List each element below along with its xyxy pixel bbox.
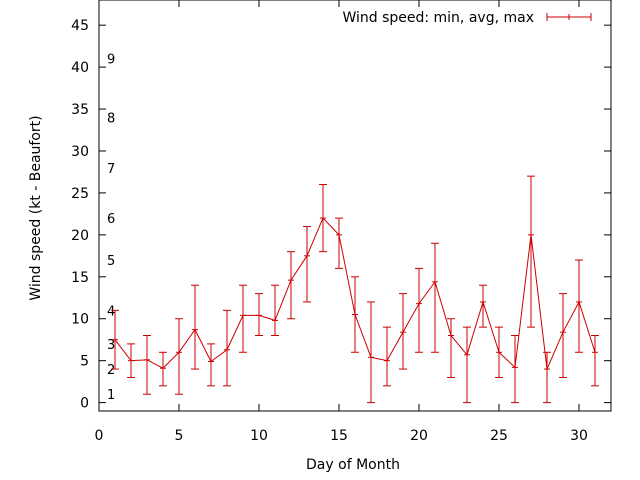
legend: Wind speed: min, avg, max (342, 10, 592, 26)
y-axis-label: Wind speed (kt - Beaufort) (28, 115, 44, 300)
avg-point-day-16 (352, 311, 358, 318)
error-bar-day-11 (271, 284, 279, 337)
avg-point-day-14 (320, 215, 326, 222)
avg-point-day-24 (480, 298, 486, 305)
avg-point-day-10 (256, 312, 262, 319)
error-bar-day-17 (367, 301, 375, 404)
error-bar-day-23 (463, 326, 471, 404)
y-tick-label-35: 35 (71, 102, 89, 118)
beaufort-scale: 1 2 3 4 5 6 7 8 9 (107, 53, 115, 404)
avg-point-day-4 (160, 365, 166, 372)
avg-point-day-7 (208, 358, 214, 365)
beaufort-label-4: 4 (107, 304, 115, 319)
error-bar-day-24 (479, 284, 487, 328)
avg-point-day-25 (496, 349, 502, 356)
beaufort-label-7: 7 (107, 162, 115, 177)
avg-point-day-31 (592, 349, 598, 356)
avg-point-day-28 (544, 366, 550, 373)
error-bar-day-29 (559, 293, 567, 378)
error-bar-day-21 (431, 242, 439, 353)
error-bar-day-30 (575, 259, 583, 353)
beaufort-label-3: 3 (107, 338, 115, 353)
x-tick-label-10: 10 (250, 428, 268, 444)
avg-point-day-8 (224, 346, 230, 353)
y-tick-label-5: 5 (80, 354, 89, 370)
error-bar-day-27 (527, 175, 535, 328)
error-bar-day-31 (591, 335, 599, 387)
x-tick-label-0: 0 (95, 428, 104, 444)
x-tick-label-5: 5 (175, 428, 184, 444)
avg-point-day-2 (128, 357, 134, 364)
beaufort-label-9: 9 (107, 53, 115, 68)
avg-point-day-11 (272, 317, 278, 324)
avg-point-day-18 (384, 357, 390, 364)
beaufort-label-2: 2 (107, 363, 115, 378)
beaufort-label-8: 8 (107, 111, 115, 126)
error-bar-day-20 (415, 267, 423, 353)
avg-point-day-27 (528, 231, 534, 238)
avg-point-day-1 (112, 336, 118, 343)
error-bar-day-13 (303, 225, 311, 303)
avg-point-day-30 (576, 298, 582, 305)
avg-point-day-13 (304, 252, 310, 259)
avg-point-day-12 (288, 277, 294, 284)
error-bar-day-22 (447, 318, 455, 378)
x-tick-label-20: 20 (410, 428, 428, 444)
avg-point-day-6 (192, 326, 198, 333)
beaufort-label-6: 6 (107, 212, 115, 227)
avg-point-day-23 (464, 351, 470, 358)
x-axis-label: Day of Month (306, 457, 400, 473)
avg-point-day-29 (560, 329, 566, 336)
error-bar-day-5 (175, 318, 183, 395)
avg-point-day-15 (336, 231, 342, 238)
error-bar-day-12 (287, 251, 295, 320)
avg-point-day-9 (240, 312, 246, 319)
avg-point-day-3 (144, 356, 150, 363)
y-tick-label-15: 15 (71, 270, 89, 286)
beaufort-label-5: 5 (107, 254, 115, 269)
y-tick-label-20: 20 (71, 228, 89, 244)
legend-label: Wind speed: min, avg, max (342, 10, 534, 26)
avg-point-day-22 (448, 332, 454, 339)
y-tick-label-40: 40 (71, 60, 89, 76)
series-layer (111, 175, 599, 404)
y-tick-label-10: 10 (71, 312, 89, 328)
plot-frame (98, 0, 612, 412)
y-tick-label-30: 30 (71, 144, 89, 160)
avg-point-day-19 (400, 329, 406, 336)
error-bar-day-15 (335, 217, 343, 269)
y-tick-label-25: 25 (71, 186, 89, 202)
error-bar-day-28 (543, 351, 551, 404)
error-bar-day-9 (239, 284, 247, 353)
x-tick-label-25: 25 (490, 428, 508, 444)
error-bar-day-3 (143, 335, 151, 395)
avg-point-day-20 (416, 300, 422, 307)
error-bar-day-7 (207, 343, 215, 387)
avg-point-day-5 (176, 349, 182, 356)
x-tick-label-30: 30 (570, 428, 588, 444)
legend-sample (546, 13, 592, 21)
x-tick-label-15: 15 (330, 428, 348, 444)
y-tick-label-0: 0 (80, 396, 89, 412)
error-bar-day-18 (383, 326, 391, 387)
beaufort-label-1: 1 (107, 388, 115, 403)
avg-point-day-21 (432, 278, 438, 285)
y-tick-label-45: 45 (71, 18, 89, 34)
avg-point-day-17 (368, 354, 374, 361)
avg-point-day-26 (512, 364, 518, 371)
